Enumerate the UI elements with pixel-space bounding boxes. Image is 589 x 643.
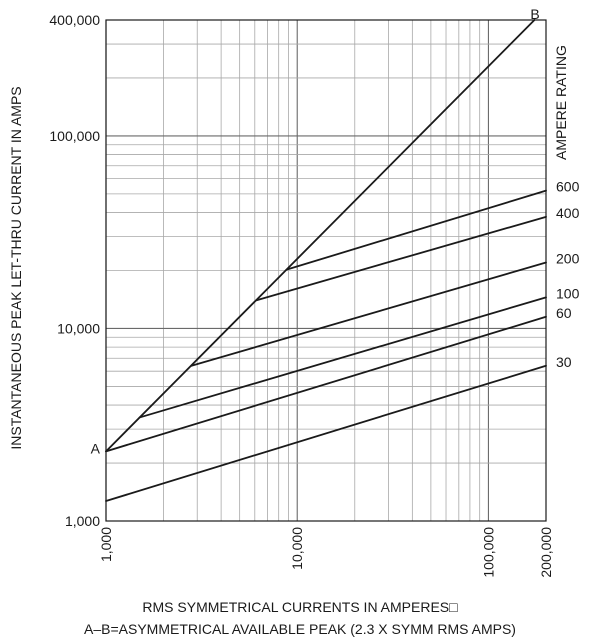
series-layer <box>105 19 547 502</box>
point-label-a: A <box>91 440 101 456</box>
series-label-400: 400 <box>556 205 580 221</box>
series-label-600: 600 <box>556 179 580 195</box>
y-tick-label: 1,000 <box>65 513 100 529</box>
y-axis-title: INSTANTANEOUS PEAK LET-THRU CURRENT IN A… <box>8 86 24 449</box>
series-label-100: 100 <box>556 285 580 301</box>
x-tick-label: 100,000 <box>480 527 496 578</box>
series-line-600 <box>285 189 547 271</box>
x-axis-subtitle: A–B=ASYMMETRICAL AVAILABLE PEAK (2.3 X S… <box>84 621 516 637</box>
reference-line-a-b <box>105 19 536 453</box>
x-tick-label: 10,000 <box>289 527 305 570</box>
x-axis-title: RMS SYMMETRICAL CURRENTS IN AMPERES□ <box>142 599 458 615</box>
x-tick-label: 1,000 <box>98 527 114 562</box>
legend-title: AMPERE RATING <box>553 45 569 160</box>
point-label-b: B <box>530 6 539 22</box>
series-line-400 <box>255 215 547 302</box>
tick-labels: 1,000 10,000 100,000 400,000 1,000 10,000 100,… <box>49 12 554 578</box>
y-tick-label: 400,000 <box>49 12 100 28</box>
x-tick-label: 200,000 <box>538 527 554 578</box>
plot-frame <box>105 19 547 522</box>
series-line-200 <box>190 261 547 367</box>
y-tick-label: 10,000 <box>57 320 100 336</box>
series-line-30 <box>105 364 547 502</box>
series-labels: A B 600 400 200 100 60 30 <box>91 6 580 456</box>
y-tick-label: 100,000 <box>49 128 100 144</box>
grid <box>105 19 547 522</box>
series-label-200: 200 <box>556 251 580 267</box>
series-label-30: 30 <box>556 354 572 370</box>
series-label-60: 60 <box>556 305 572 321</box>
series-line-100 <box>138 296 547 419</box>
series-line-60 <box>105 315 547 453</box>
